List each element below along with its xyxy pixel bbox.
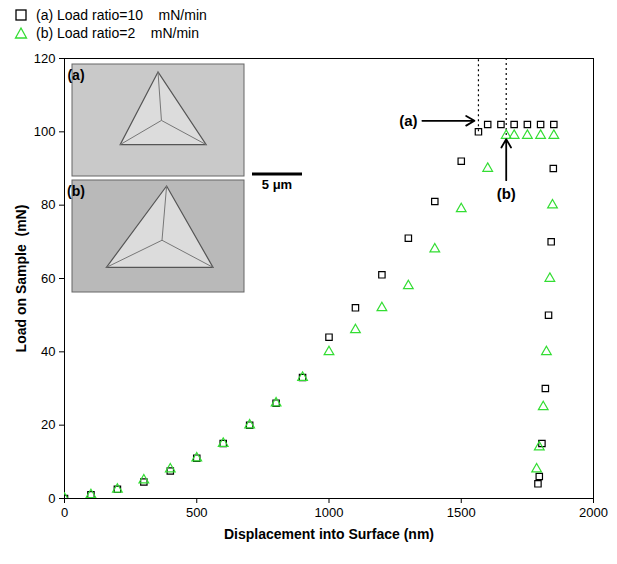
- svg-text:20: 20: [41, 417, 55, 432]
- svg-text:500: 500: [186, 505, 208, 520]
- svg-text:5 μm: 5 μm: [262, 177, 292, 192]
- svg-text:0: 0: [61, 505, 68, 520]
- svg-text:(a): (a): [67, 67, 84, 83]
- html-text:(b) Load ratio=2 mN/min: (b) Load ratio=2 mN/min: [36, 25, 199, 41]
- svg-text:1500: 1500: [447, 505, 476, 520]
- svg-text:60: 60: [41, 271, 55, 286]
- svg-text:(b): (b): [497, 185, 516, 202]
- svg-text:(b): (b): [67, 183, 85, 199]
- svg-text:Displacement into Surface (nm): Displacement into Surface (nm): [224, 526, 434, 542]
- svg-text:120: 120: [34, 51, 56, 66]
- svg-text:1000: 1000: [315, 505, 344, 520]
- svg-text:Load on Sample (mN): Load on Sample (mN): [13, 205, 29, 353]
- svg-text:40: 40: [41, 344, 55, 359]
- html-text:(a) Load ratio=10 mN/min: (a) Load ratio=10 mN/min: [36, 7, 207, 23]
- svg-text:80: 80: [41, 197, 55, 212]
- svg-text:(a): (a): [399, 112, 417, 129]
- svg-text:100: 100: [34, 124, 56, 139]
- svg-text:2000: 2000: [579, 505, 608, 520]
- svg-text:0: 0: [48, 491, 55, 506]
